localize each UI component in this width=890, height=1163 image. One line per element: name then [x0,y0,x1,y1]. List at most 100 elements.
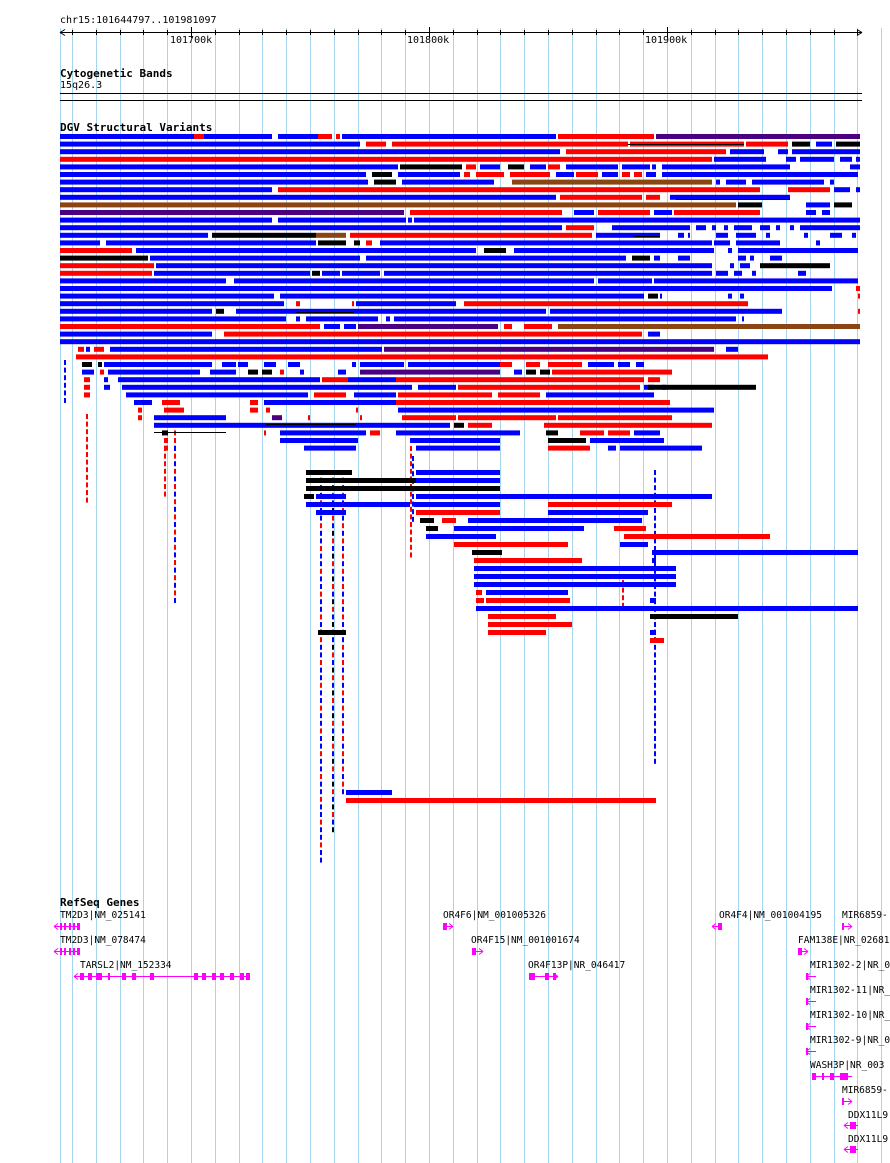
variant-bar[interactable] [342,728,344,734]
variant-bar[interactable] [540,369,550,375]
variant-bar[interactable] [788,187,830,193]
variant-bar[interactable] [318,630,346,635]
variant-bar[interactable] [354,392,396,398]
variant-bar[interactable] [654,728,656,734]
variant-bar[interactable] [654,278,858,284]
variant-bar[interactable] [320,682,322,688]
variant-bar[interactable] [660,293,662,299]
variant-bar[interactable] [654,652,656,658]
variant-bar[interactable] [320,819,322,825]
gene-exon[interactable] [73,923,75,930]
variant-bar[interactable] [164,453,166,459]
gene-exon[interactable] [545,973,549,980]
variant-bar[interactable] [60,270,152,276]
gene-exon[interactable] [108,973,110,980]
variant-bar[interactable] [136,248,476,253]
variant-bar[interactable] [84,377,90,383]
variant-bar[interactable] [392,141,628,147]
variant-bar[interactable] [332,553,334,559]
variant-bar[interactable] [816,240,820,246]
variant-bar[interactable] [60,286,832,291]
variant-bar[interactable] [174,446,176,451]
variant-bar[interactable] [320,553,322,559]
variant-bar[interactable] [332,796,334,802]
variant-bar[interactable] [342,591,344,597]
variant-bar[interactable] [734,270,742,276]
variant-bar[interactable] [414,502,500,507]
variant-bar[interactable] [598,210,650,215]
variant-bar[interactable] [86,497,88,503]
variant-bar[interactable] [548,164,560,170]
variant-bar[interactable] [304,494,314,499]
variant-bar[interactable] [332,538,334,544]
variant-bar[interactable] [320,614,322,620]
variant-bar[interactable] [60,164,398,170]
variant-bar[interactable] [548,438,586,443]
gene-exon[interactable] [194,973,198,980]
variant-bar[interactable] [174,514,176,520]
variant-bar[interactable] [320,561,322,567]
variant-bar[interactable] [674,210,760,215]
variant-bar[interactable] [632,255,650,261]
variant-bar[interactable] [332,523,334,529]
variant-bar[interactable] [342,652,344,658]
variant-bar[interactable] [476,598,484,603]
gene-exon[interactable] [77,923,80,930]
variant-bar[interactable] [174,453,176,459]
variant-bar[interactable] [472,550,502,555]
variant-bar[interactable] [646,172,656,177]
variant-bar[interactable] [576,172,598,177]
gene-exon[interactable] [240,973,244,980]
variant-bar[interactable] [552,369,672,375]
variant-bar[interactable] [236,308,546,314]
gene-exon[interactable] [96,973,102,980]
gene-exon[interactable] [842,923,844,930]
variant-bar[interactable] [288,362,300,367]
variant-bar[interactable] [836,141,860,147]
variant-bar[interactable] [858,308,860,314]
variant-bar[interactable] [154,415,226,421]
gene-exon[interactable] [553,973,556,980]
variant-bar[interactable] [736,232,756,238]
variant-bar[interactable] [86,429,88,435]
gene-exon[interactable] [840,1073,848,1080]
variant-bar[interactable] [342,546,344,551]
gene-strand-arrow[interactable] [73,973,79,980]
variant-bar[interactable] [332,766,334,772]
variant-bar[interactable] [360,415,362,421]
variant-bar[interactable] [342,705,344,711]
variant-bar[interactable] [488,622,572,627]
variant-bar[interactable] [654,470,656,475]
gene-exon[interactable] [850,1122,856,1129]
variant-bar[interactable] [174,544,176,550]
gene-label[interactable]: TM2D3|NM_025141 [60,910,146,921]
variant-bar[interactable] [60,156,712,162]
variant-bar[interactable] [648,384,756,390]
variant-bar[interactable] [60,134,272,139]
variant-bar[interactable] [410,544,412,550]
variant-bar[interactable] [558,324,860,329]
variant-bar[interactable] [800,156,834,162]
variant-bar[interactable] [716,270,728,276]
variant-bar[interactable] [548,362,582,367]
variant-bar[interactable] [752,270,756,276]
variant-bar[interactable] [678,255,690,261]
variant-bar[interactable] [174,529,176,535]
variant-bar[interactable] [622,602,624,608]
variant-bar[interactable] [414,217,562,223]
variant-bar[interactable] [454,422,464,428]
variant-bar[interactable] [320,644,322,650]
variant-bar[interactable] [760,225,770,231]
variant-bar[interactable] [320,705,322,711]
variant-bar[interactable] [156,263,712,269]
variant-bar[interactable] [546,430,558,436]
variant-bar[interactable] [342,606,344,612]
variant-bar[interactable] [512,179,712,185]
variant-bar[interactable] [714,156,766,162]
variant-bar[interactable] [372,172,392,177]
variant-bar[interactable] [100,369,104,375]
variant-bar[interactable] [412,471,414,477]
variant-bar[interactable] [654,675,656,681]
gene-label[interactable]: OR4F4|NM_001004195 [719,910,822,921]
variant-bar[interactable] [508,164,524,170]
